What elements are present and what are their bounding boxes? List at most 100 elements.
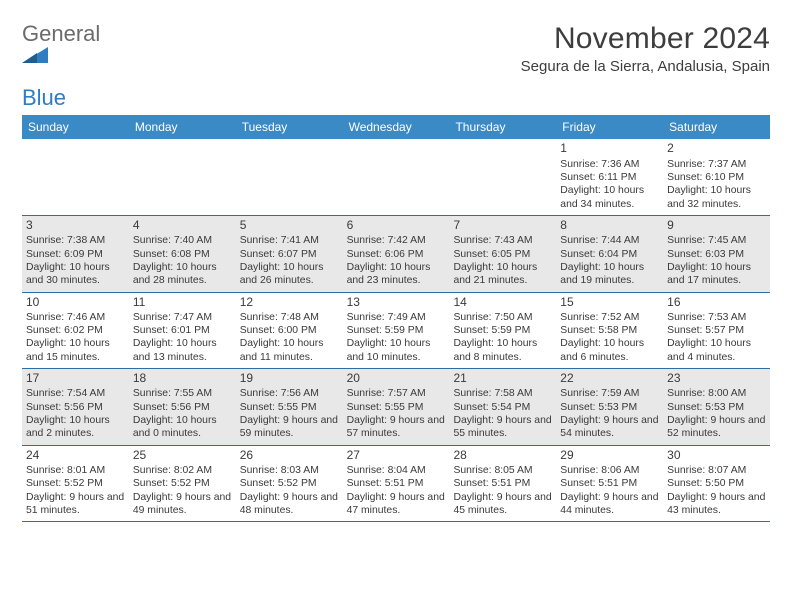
sunrise-text: Sunrise: 7:47 AM [133, 311, 232, 324]
day-number: 29 [560, 448, 659, 463]
sunrise-text: Sunrise: 8:05 AM [453, 464, 552, 477]
day-cell: 26Sunrise: 8:03 AMSunset: 5:52 PMDayligh… [236, 446, 343, 522]
day-cell: 24Sunrise: 8:01 AMSunset: 5:52 PMDayligh… [22, 446, 129, 522]
day-cell: 14Sunrise: 7:50 AMSunset: 5:59 PMDayligh… [449, 293, 556, 369]
brand-text-gray: General [22, 21, 100, 46]
sunset-text: Sunset: 5:52 PM [133, 477, 232, 490]
day-cell: 3Sunrise: 7:38 AMSunset: 6:09 PMDaylight… [22, 216, 129, 292]
daylight-text: Daylight: 10 hours and 17 minutes. [667, 261, 766, 288]
day-cell: 11Sunrise: 7:47 AMSunset: 6:01 PMDayligh… [129, 293, 236, 369]
sunrise-text: Sunrise: 7:43 AM [453, 234, 552, 247]
sunset-text: Sunset: 6:01 PM [133, 324, 232, 337]
day-number: 9 [667, 218, 766, 233]
location-text: Segura de la Sierra, Andalusia, Spain [521, 58, 770, 75]
sunset-text: Sunset: 6:05 PM [453, 248, 552, 261]
sunrise-text: Sunrise: 8:07 AM [667, 464, 766, 477]
day-number: 5 [240, 218, 339, 233]
sunset-text: Sunset: 6:06 PM [347, 248, 446, 261]
sunset-text: Sunset: 5:52 PM [26, 477, 125, 490]
calendar: SundayMondayTuesdayWednesdayThursdayFrid… [22, 115, 770, 522]
daylight-text: Daylight: 9 hours and 54 minutes. [560, 414, 659, 441]
day-number: 23 [667, 371, 766, 386]
day-number: 20 [347, 371, 446, 386]
day-cell: 16Sunrise: 7:53 AMSunset: 5:57 PMDayligh… [663, 293, 770, 369]
day-cell: 29Sunrise: 8:06 AMSunset: 5:51 PMDayligh… [556, 446, 663, 522]
sunrise-text: Sunrise: 8:03 AM [240, 464, 339, 477]
sunset-text: Sunset: 6:07 PM [240, 248, 339, 261]
daylight-text: Daylight: 10 hours and 6 minutes. [560, 337, 659, 364]
weekday-header: Thursday [449, 115, 556, 139]
day-cell: 5Sunrise: 7:41 AMSunset: 6:07 PMDaylight… [236, 216, 343, 292]
daylight-text: Daylight: 10 hours and 23 minutes. [347, 261, 446, 288]
empty-cell [343, 139, 450, 215]
empty-cell [236, 139, 343, 215]
sunrise-text: Sunrise: 7:40 AM [133, 234, 232, 247]
sunset-text: Sunset: 6:02 PM [26, 324, 125, 337]
day-number: 19 [240, 371, 339, 386]
day-cell: 19Sunrise: 7:56 AMSunset: 5:55 PMDayligh… [236, 369, 343, 445]
sunset-text: Sunset: 5:55 PM [240, 401, 339, 414]
daylight-text: Daylight: 9 hours and 59 minutes. [240, 414, 339, 441]
day-cell: 8Sunrise: 7:44 AMSunset: 6:04 PMDaylight… [556, 216, 663, 292]
daylight-text: Daylight: 9 hours and 48 minutes. [240, 491, 339, 518]
daylight-text: Daylight: 9 hours and 44 minutes. [560, 491, 659, 518]
daylight-text: Daylight: 9 hours and 57 minutes. [347, 414, 446, 441]
sunrise-text: Sunrise: 8:01 AM [26, 464, 125, 477]
day-cell: 15Sunrise: 7:52 AMSunset: 5:58 PMDayligh… [556, 293, 663, 369]
daylight-text: Daylight: 10 hours and 13 minutes. [133, 337, 232, 364]
weekday-header: Sunday [22, 115, 129, 139]
daylight-text: Daylight: 10 hours and 19 minutes. [560, 261, 659, 288]
daylight-text: Daylight: 10 hours and 0 minutes. [133, 414, 232, 441]
day-number: 26 [240, 448, 339, 463]
sunrise-text: Sunrise: 7:42 AM [347, 234, 446, 247]
week-row: 17Sunrise: 7:54 AMSunset: 5:56 PMDayligh… [22, 369, 770, 446]
day-number: 12 [240, 295, 339, 310]
day-number: 30 [667, 448, 766, 463]
header: GeneralBlue November 2024 Segura de la S… [22, 22, 770, 109]
daylight-text: Daylight: 10 hours and 34 minutes. [560, 184, 659, 211]
day-number: 8 [560, 218, 659, 233]
day-number: 6 [347, 218, 446, 233]
sunset-text: Sunset: 5:59 PM [347, 324, 446, 337]
sunrise-text: Sunrise: 7:44 AM [560, 234, 659, 247]
daylight-text: Daylight: 10 hours and 21 minutes. [453, 261, 552, 288]
sunrise-text: Sunrise: 7:59 AM [560, 387, 659, 400]
day-number: 21 [453, 371, 552, 386]
daylight-text: Daylight: 10 hours and 28 minutes. [133, 261, 232, 288]
sunset-text: Sunset: 5:51 PM [347, 477, 446, 490]
empty-cell [129, 139, 236, 215]
month-title: November 2024 [521, 22, 770, 56]
day-cell: 17Sunrise: 7:54 AMSunset: 5:56 PMDayligh… [22, 369, 129, 445]
empty-cell [449, 139, 556, 215]
brand-text: GeneralBlue [22, 22, 100, 109]
day-number: 4 [133, 218, 232, 233]
day-cell: 1Sunrise: 7:36 AMSunset: 6:11 PMDaylight… [556, 139, 663, 215]
day-cell: 10Sunrise: 7:46 AMSunset: 6:02 PMDayligh… [22, 293, 129, 369]
sunrise-text: Sunrise: 7:45 AM [667, 234, 766, 247]
day-cell: 23Sunrise: 8:00 AMSunset: 5:53 PMDayligh… [663, 369, 770, 445]
day-number: 25 [133, 448, 232, 463]
daylight-text: Daylight: 9 hours and 49 minutes. [133, 491, 232, 518]
sunrise-text: Sunrise: 7:54 AM [26, 387, 125, 400]
day-number: 14 [453, 295, 552, 310]
week-row: 10Sunrise: 7:46 AMSunset: 6:02 PMDayligh… [22, 293, 770, 370]
sunrise-text: Sunrise: 7:58 AM [453, 387, 552, 400]
sunset-text: Sunset: 5:52 PM [240, 477, 339, 490]
sunset-text: Sunset: 6:00 PM [240, 324, 339, 337]
day-number: 15 [560, 295, 659, 310]
daylight-text: Daylight: 10 hours and 15 minutes. [26, 337, 125, 364]
sunrise-text: Sunrise: 8:02 AM [133, 464, 232, 477]
sunset-text: Sunset: 5:54 PM [453, 401, 552, 414]
sunrise-text: Sunrise: 7:57 AM [347, 387, 446, 400]
day-cell: 9Sunrise: 7:45 AMSunset: 6:03 PMDaylight… [663, 216, 770, 292]
day-cell: 12Sunrise: 7:48 AMSunset: 6:00 PMDayligh… [236, 293, 343, 369]
day-number: 2 [667, 141, 766, 156]
daylight-text: Daylight: 10 hours and 30 minutes. [26, 261, 125, 288]
day-cell: 28Sunrise: 8:05 AMSunset: 5:51 PMDayligh… [449, 446, 556, 522]
daylight-text: Daylight: 9 hours and 47 minutes. [347, 491, 446, 518]
day-cell: 25Sunrise: 8:02 AMSunset: 5:52 PMDayligh… [129, 446, 236, 522]
sunset-text: Sunset: 6:11 PM [560, 171, 659, 184]
sunrise-text: Sunrise: 7:38 AM [26, 234, 125, 247]
day-cell: 21Sunrise: 7:58 AMSunset: 5:54 PMDayligh… [449, 369, 556, 445]
sunset-text: Sunset: 5:53 PM [667, 401, 766, 414]
